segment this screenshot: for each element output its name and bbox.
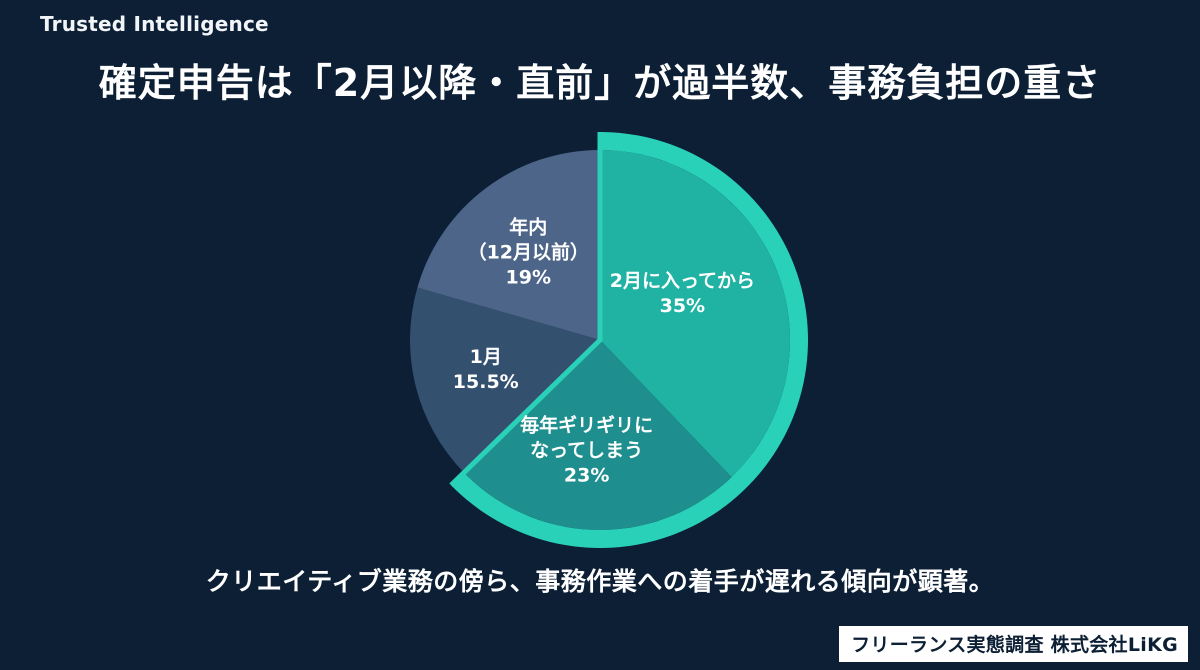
slice-label-lastminute: 毎年ギリギリになってしまう 23% [520, 413, 653, 486]
pie-slices [410, 150, 790, 530]
slice-label-jan: 1月 15.5% [453, 346, 519, 393]
pie-slice-dec [417, 150, 600, 340]
slice-label-line: なってしまう [530, 439, 643, 461]
pie-slice-feb [600, 150, 790, 478]
brand-label: Trusted Intelligence [40, 12, 269, 36]
slice-label-line: （12月以前） [468, 240, 589, 263]
slice-label-line: 2月に入ってから [610, 270, 755, 292]
slice-label-line: 35% [660, 295, 705, 317]
pie-highlight-ring [451, 132, 809, 548]
slice-label-line: 15.5% [453, 371, 519, 393]
pie-highlight [449, 132, 809, 548]
page-title: 確定申告は「2月以降・直前」が過半数、事務負担の重さ [98, 61, 1102, 105]
slice-label-line: 1月 [470, 346, 502, 368]
slice-label-dec: 年内（12月以前） 19% [468, 215, 589, 288]
chart-caption: クリエイティブ業務の傍ら、事務作業への着手が遅れる傾向が顕著。 [205, 567, 995, 596]
slice-label-line: 毎年ギリギリに [520, 413, 653, 436]
pie-labels: 2月に入ってから 35% 毎年ギリギリになってしまう 23% 1月 15.5% 年内（12月… [453, 215, 755, 486]
source-credit: フリーランス実態調査 株式会社LiKG [839, 626, 1188, 662]
pie-slice-jan [410, 287, 600, 473]
slice-label-line: 年内 [509, 215, 547, 238]
pie-highlight-edge [449, 132, 603, 487]
slice-label-line: 23% [564, 464, 609, 486]
slice-label-feb: 2月に入ってから 35% [610, 270, 755, 317]
slice-label-line: 19% [506, 266, 551, 288]
pie-slice-lastminute [463, 340, 732, 530]
